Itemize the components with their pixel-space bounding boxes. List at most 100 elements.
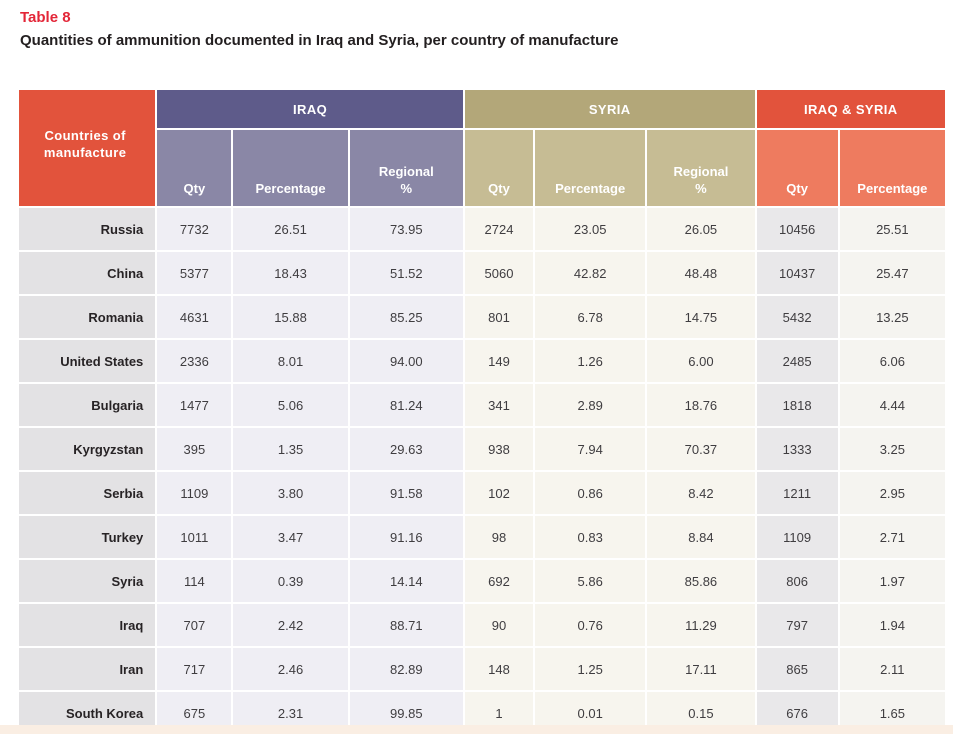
table-row: Iraq 707 2.42 88.71 90 0.76 11.29 797 1.94	[19, 604, 945, 646]
table-body: Russia 7732 26.51 73.95 2724 23.05 26.05 10456 2…	[19, 208, 945, 734]
column-header-iraq-qty: Qty	[157, 130, 232, 206]
group-header-iraq-syria: IRAQ & SYRIA	[756, 90, 945, 128]
column-header-iraq-regional: Regional %	[349, 130, 463, 206]
value-cell: 6.06	[839, 340, 945, 382]
value-cell: 3.25	[839, 428, 945, 470]
value-cell: 1109	[756, 516, 838, 558]
value-cell: 3.80	[233, 472, 348, 514]
column-header-syria-qty: Qty	[464, 130, 534, 206]
value-cell: 717	[157, 648, 232, 690]
value-cell: 70.37	[647, 428, 755, 470]
value-cell: 26.05	[647, 208, 755, 250]
value-cell: 4631	[157, 296, 232, 338]
column-header-syria-percentage: Percentage	[535, 130, 646, 206]
value-cell: 13.25	[839, 296, 945, 338]
value-cell: 51.52	[349, 252, 463, 294]
value-cell: 8.42	[647, 472, 755, 514]
country-cell: Turkey	[19, 516, 156, 558]
table-row: Russia 7732 26.51 73.95 2724 23.05 26.05 10456 2…	[19, 208, 945, 250]
value-cell: 98	[464, 516, 534, 558]
country-cell: Kyrgyzstan	[19, 428, 156, 470]
value-cell: 0.86	[535, 472, 646, 514]
value-cell: 2724	[464, 208, 534, 250]
value-cell: 707	[157, 604, 232, 646]
value-cell: 10437	[756, 252, 838, 294]
value-cell: 797	[756, 604, 838, 646]
value-cell: 0.39	[233, 560, 348, 602]
value-cell: 42.82	[535, 252, 646, 294]
table-row: United States 2336 8.01 94.00 149 1.26 6.00 248…	[19, 340, 945, 382]
value-cell: 1011	[157, 516, 232, 558]
value-cell: 1333	[756, 428, 838, 470]
value-cell: 91.58	[349, 472, 463, 514]
value-cell: 85.86	[647, 560, 755, 602]
table-number-label: Table 8	[20, 9, 71, 26]
column-header-combined-percentage: Percentage	[839, 130, 945, 206]
value-cell: 15.88	[233, 296, 348, 338]
value-cell: 1.97	[839, 560, 945, 602]
country-cell: Bulgaria	[19, 384, 156, 426]
value-cell: 1.25	[535, 648, 646, 690]
table-row: Turkey 1011 3.47 91.16 98 0.83 8.84 1109 2.71	[19, 516, 945, 558]
value-cell: 26.51	[233, 208, 348, 250]
value-cell: 82.89	[349, 648, 463, 690]
country-cell: United States	[19, 340, 156, 382]
sub-header-row: Qty Percentage Regional % Qty Percentage…	[19, 130, 945, 206]
value-cell: 29.63	[349, 428, 463, 470]
value-cell: 2336	[157, 340, 232, 382]
country-cell: Iraq	[19, 604, 156, 646]
group-header-syria: SYRIA	[464, 90, 755, 128]
value-cell: 865	[756, 648, 838, 690]
table-title: Quantities of ammunition documented in I…	[20, 32, 619, 49]
country-cell: Serbia	[19, 472, 156, 514]
value-cell: 2.46	[233, 648, 348, 690]
value-cell: 1109	[157, 472, 232, 514]
value-cell: 10456	[756, 208, 838, 250]
value-cell: 73.95	[349, 208, 463, 250]
value-cell: 148	[464, 648, 534, 690]
value-cell: 102	[464, 472, 534, 514]
value-cell: 2.42	[233, 604, 348, 646]
value-cell: 11.29	[647, 604, 755, 646]
country-cell: Romania	[19, 296, 156, 338]
value-cell: 91.16	[349, 516, 463, 558]
country-cell: Russia	[19, 208, 156, 250]
value-cell: 23.05	[535, 208, 646, 250]
value-cell: 149	[464, 340, 534, 382]
value-cell: 5.06	[233, 384, 348, 426]
corner-header: Countries of manufacture	[19, 90, 156, 206]
value-cell: 6.78	[535, 296, 646, 338]
value-cell: 1818	[756, 384, 838, 426]
value-cell: 5.86	[535, 560, 646, 602]
ammunition-table: Countries of manufacture IRAQ SYRIA IRAQ…	[17, 88, 947, 734]
value-cell: 8.01	[233, 340, 348, 382]
country-cell: China	[19, 252, 156, 294]
column-header-combined-qty: Qty	[756, 130, 838, 206]
value-cell: 5377	[157, 252, 232, 294]
value-cell: 14.75	[647, 296, 755, 338]
value-cell: 1477	[157, 384, 232, 426]
group-header-iraq: IRAQ	[157, 90, 463, 128]
value-cell: 90	[464, 604, 534, 646]
value-cell: 94.00	[349, 340, 463, 382]
value-cell: 88.71	[349, 604, 463, 646]
value-cell: 4.44	[839, 384, 945, 426]
value-cell: 801	[464, 296, 534, 338]
value-cell: 1.35	[233, 428, 348, 470]
value-cell: 48.48	[647, 252, 755, 294]
value-cell: 18.76	[647, 384, 755, 426]
page-footer-strip	[0, 725, 953, 734]
value-cell: 85.25	[349, 296, 463, 338]
table-row: Bulgaria 1477 5.06 81.24 341 2.89 18.76 1818 4.4…	[19, 384, 945, 426]
value-cell: 5060	[464, 252, 534, 294]
country-cell: Syria	[19, 560, 156, 602]
value-cell: 81.24	[349, 384, 463, 426]
value-cell: 395	[157, 428, 232, 470]
value-cell: 7732	[157, 208, 232, 250]
value-cell: 114	[157, 560, 232, 602]
value-cell: 5432	[756, 296, 838, 338]
table-row: Iran 717 2.46 82.89 148 1.25 17.11 865 2.11	[19, 648, 945, 690]
value-cell: 0.83	[535, 516, 646, 558]
value-cell: 692	[464, 560, 534, 602]
